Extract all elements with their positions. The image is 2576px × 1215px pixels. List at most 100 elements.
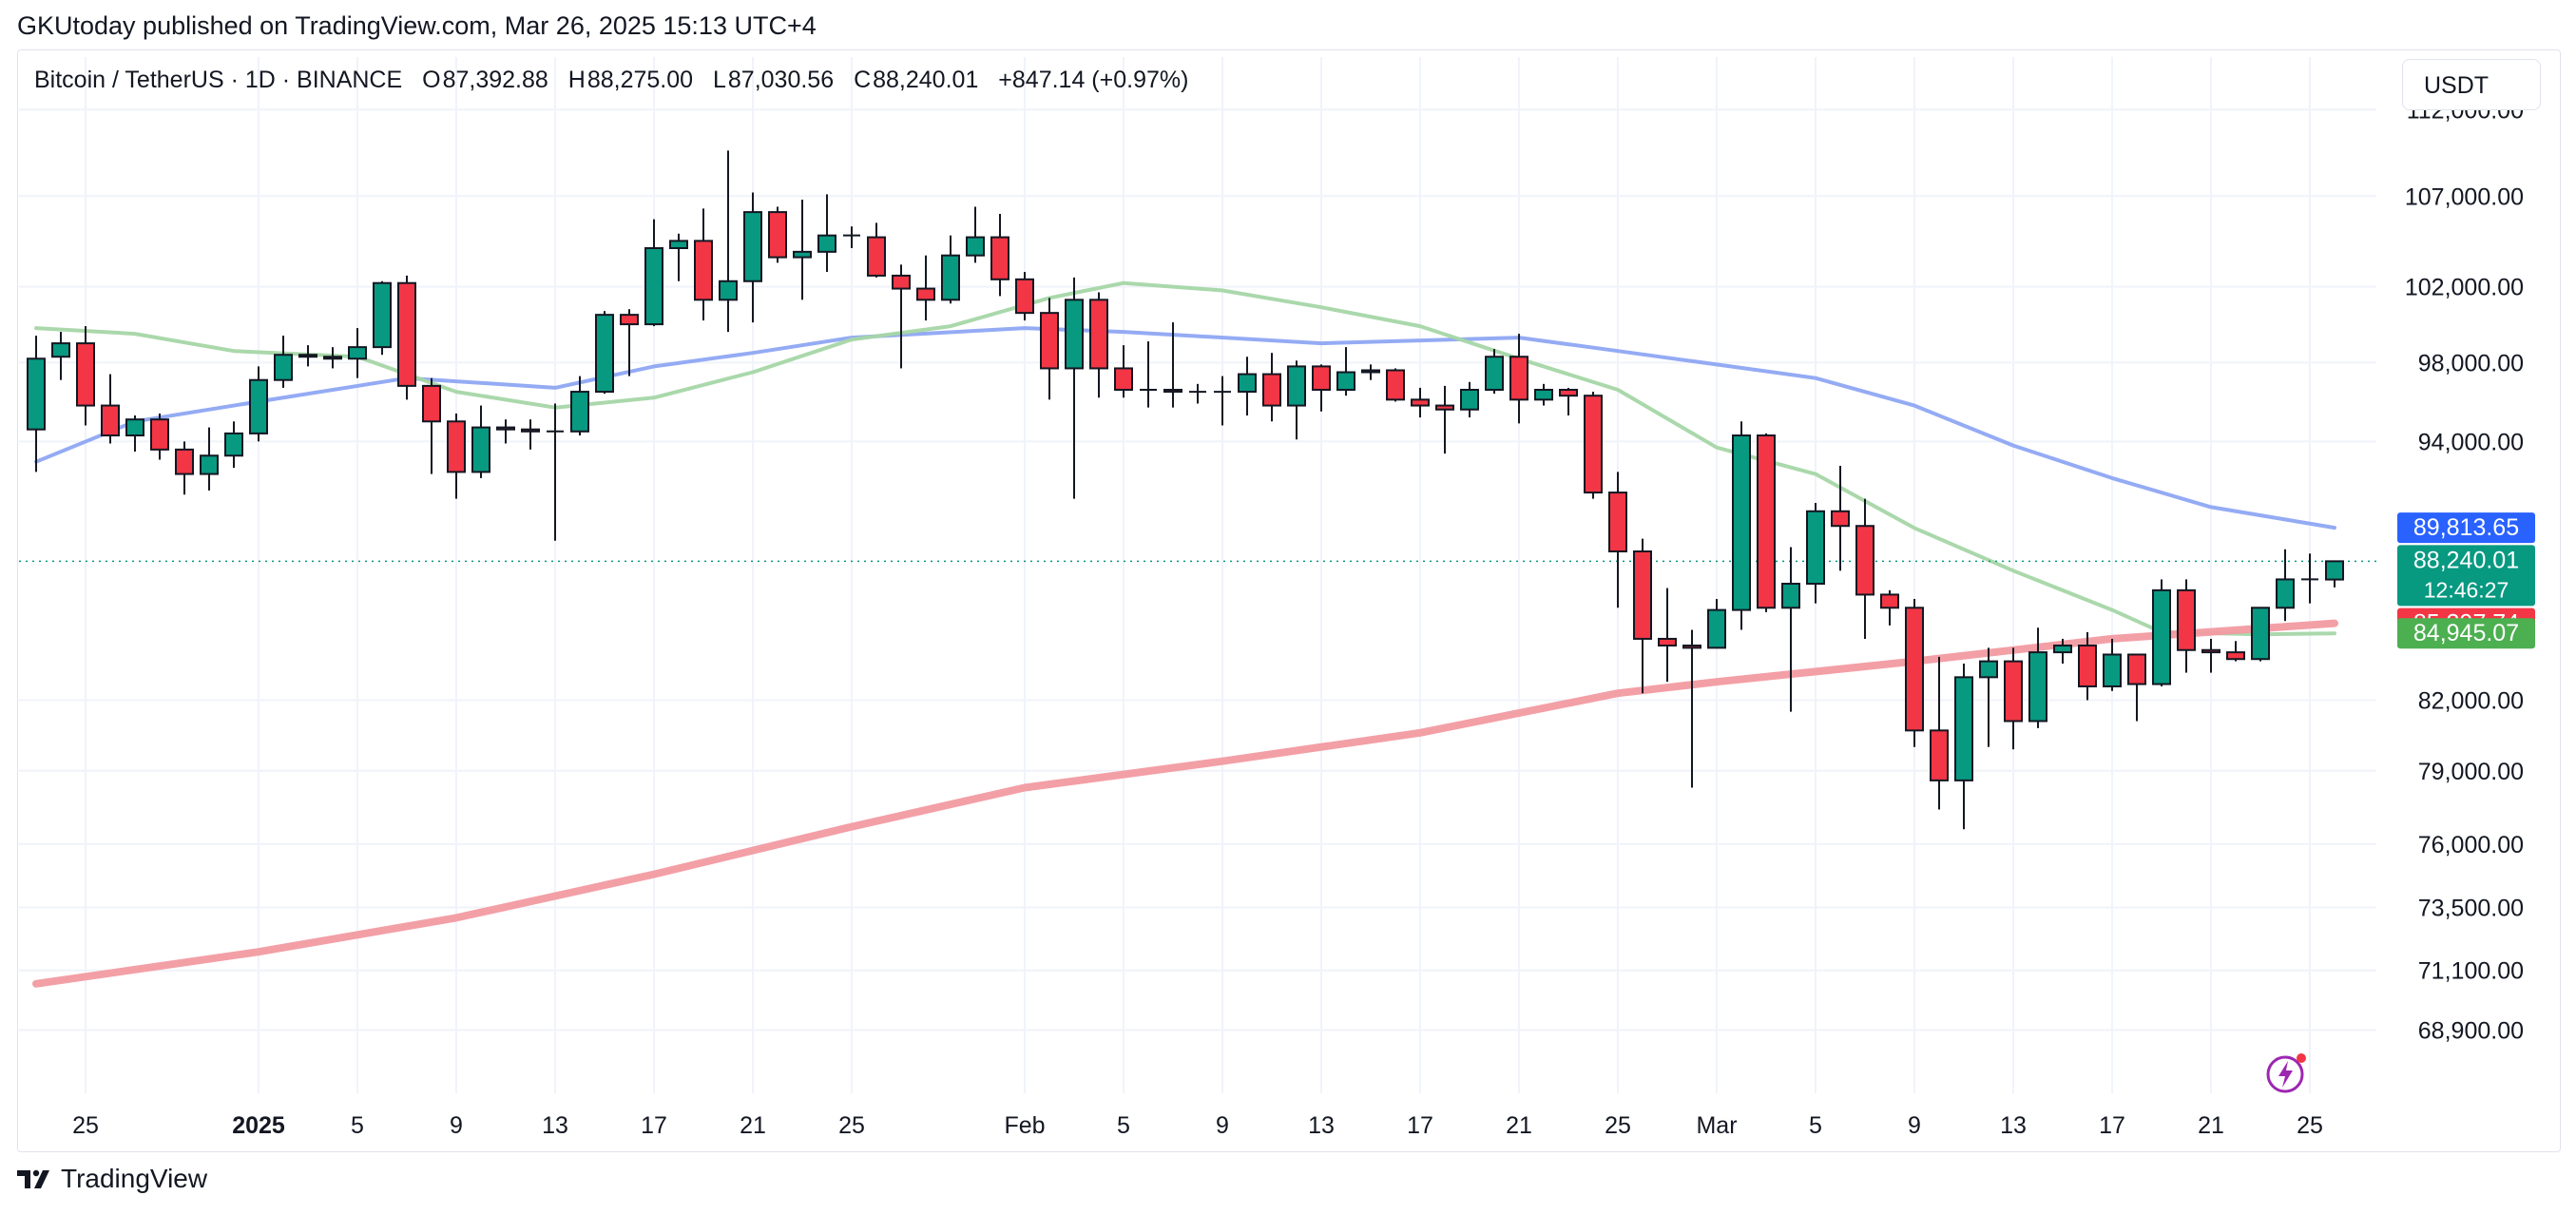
candle-body [1509,356,1528,401]
candle [892,264,911,369]
y-tick-label: 82,000.00 [2418,687,2524,714]
candle-body [1435,404,1454,411]
candle-body [1065,299,1084,370]
price-badge: 84,945.07 [2397,618,2535,649]
candle-body [1163,389,1182,394]
x-tick-label: 9 [450,1112,463,1139]
candle [1411,387,1430,418]
candle [373,280,392,356]
candle-body [1040,312,1059,370]
candle-body [51,342,70,358]
candle-body [2325,560,2344,581]
y-tick-label: 73,500.00 [2418,896,2524,922]
candle-body [1979,660,1998,679]
candle-body [1781,582,1800,609]
candle-body [373,281,392,349]
candle-body [249,378,268,434]
candle-body [1411,398,1430,407]
candle-body [793,250,812,259]
candle [1163,322,1182,408]
candle-body [1732,434,1751,611]
y-tick-label: 79,000.00 [2418,759,2524,785]
candle [1435,385,1454,454]
price-chart[interactable]: 112,000.00107,000.00102,000.0098,000.009… [0,0,2576,1150]
candle-body [2004,660,2023,723]
candle-body [1361,369,1380,374]
candle [200,427,219,491]
candle-body [447,420,466,473]
currency-button[interactable]: USDT [2402,59,2541,110]
x-tick-label: 25 [1605,1112,1631,1139]
candle-body [1757,434,1776,609]
candle [274,336,293,388]
candle-body [1855,525,1874,596]
x-tick-label: 21 [740,1112,766,1139]
x-tick-label: 21 [1506,1112,1532,1139]
candle-body [966,236,985,257]
candle-body [397,281,416,387]
candle [1954,663,1973,830]
high-label: H [567,67,586,93]
x-axis: 25 2025 5 9 13 17 21 25 Feb 5 9 13 17 21 25 Mar 5 9 13 17 21… [72,1112,2323,1139]
candle [990,213,1009,297]
candle [1534,383,1553,406]
candle [1386,368,1405,402]
candle [2004,647,2023,750]
candle-body [2226,651,2245,661]
candle [1682,629,1701,788]
candle [422,377,441,474]
candle [1238,357,1257,415]
candle [1707,599,1726,649]
candle [595,311,614,395]
candle [669,233,688,281]
lightning-bolt-icon[interactable] [2264,1050,2310,1095]
price-badge: 89,813.65 [2397,512,2535,544]
candle-body [471,426,490,473]
candle-body [2251,607,2270,661]
y-tick-label: 102,000.00 [2405,275,2524,301]
candle [941,235,960,304]
candle [1930,656,1949,810]
candle [743,192,762,323]
candle [843,226,860,249]
tradingview-brand[interactable]: TradingView [17,1164,207,1194]
candle-body [274,354,293,381]
candle-body [101,404,120,437]
candle-body [1831,510,1850,528]
candle-body [1707,608,1726,649]
candle-body [76,342,95,407]
moving-average-line [34,280,2336,637]
candle [249,366,268,442]
candle-body [2078,645,2097,687]
candle-body [669,240,688,250]
candle [1509,334,1528,424]
moving-average-line [34,326,2336,530]
candle [1262,353,1281,422]
x-tick-label: 21 [2198,1112,2224,1139]
x-tick-label: Feb [1004,1112,1045,1139]
y-axis: 112,000.00107,000.00102,000.0098,000.009… [2405,97,2524,1044]
candle [2301,553,2318,604]
candle-body [1658,637,1677,647]
candle [521,419,540,450]
candle-body [867,236,886,277]
candle [1065,277,1084,499]
x-tick-label: 2025 [232,1112,285,1139]
candle-body [2201,648,2220,654]
candle-body [1584,395,1603,494]
candle-body [2177,588,2196,651]
candle [125,415,144,452]
close-label: C [854,67,872,93]
tradingview-logo-icon [17,1169,49,1188]
low-label: L [712,67,726,93]
candle-body [1633,550,1652,640]
candle [966,206,985,263]
candle-body [1930,729,1949,781]
x-tick-label: 9 [1908,1112,1921,1139]
candle [1214,376,1231,426]
candle-body [1905,607,1924,732]
candle [471,405,490,478]
open-label: O [422,67,441,93]
candle-body [224,432,243,457]
candle [1089,292,1108,398]
